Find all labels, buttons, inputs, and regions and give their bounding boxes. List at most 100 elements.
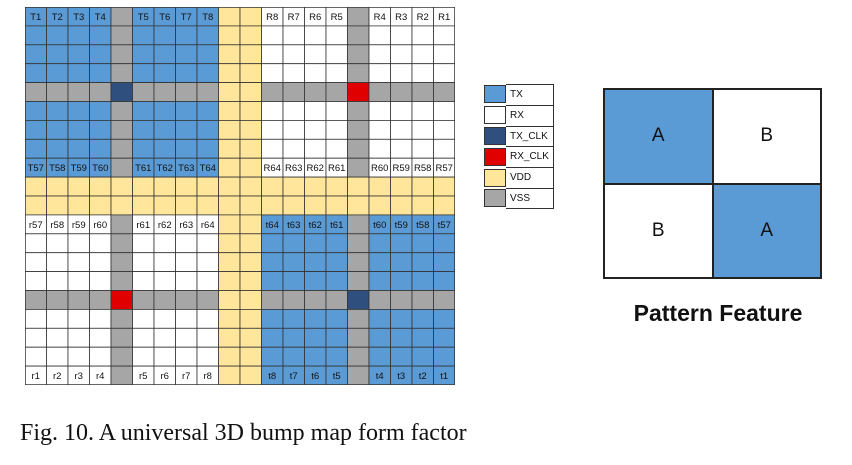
bump-label: r1 (32, 371, 40, 382)
bump-label: T7 (181, 12, 192, 23)
bump-cell-rx (325, 101, 348, 121)
bump-cell-rx (304, 138, 327, 159)
bump-cell-tx (304, 346, 327, 367)
bump-cell-vss (110, 327, 133, 348)
figure-caption: Fig. 10. A universal 3D bump map form fa… (20, 420, 467, 446)
bump-cell-rx (390, 25, 413, 46)
bump-cell-rx (433, 25, 455, 46)
bump-cell-vss (347, 63, 370, 84)
bump-cell-rx (261, 63, 284, 84)
bump-cell-vdd (411, 195, 434, 216)
bump-cell-rx (67, 252, 90, 272)
bump-label: T57 (28, 163, 44, 174)
bump-cell-vss (411, 290, 434, 310)
bump-cell-vdd (239, 271, 262, 291)
bump-cell-vss (433, 290, 455, 310)
bump-label: t64 (266, 220, 279, 231)
bump-cell-rx (196, 252, 219, 272)
bump-label: t8 (268, 371, 276, 382)
bump-cell-vss (390, 82, 413, 102)
bump-cell-vss (153, 290, 176, 310)
pattern-cell: A (604, 89, 713, 184)
bump-cell-vdd (218, 101, 241, 121)
bump-cell-tx (411, 271, 434, 291)
bump-cell-vdd (218, 63, 241, 84)
bump-cell-vss (347, 233, 370, 254)
legend-item-vss: VSS (484, 187, 553, 209)
bump-cell-rx (46, 271, 69, 291)
bump-label: t60 (373, 220, 386, 231)
bump-cell-vdd (89, 195, 112, 216)
bump-label: T60 (92, 163, 108, 174)
bump-cell-tx (261, 346, 284, 367)
bump-cell-vdd (218, 290, 241, 310)
bump-cell-tx (282, 252, 305, 272)
bump-cell-tx (304, 271, 327, 291)
bump-cell-vdd (218, 195, 241, 216)
bump-cell-vss (110, 271, 133, 291)
bump-cell-tx (196, 138, 219, 159)
bump-cell-rx (196, 346, 219, 367)
bump-cell-rx (89, 252, 112, 272)
bump-cell-tx (368, 327, 391, 348)
bump-cell-rx (368, 63, 391, 84)
bump-cell-tx (175, 138, 198, 159)
bump-label: t57 (438, 220, 451, 231)
bump-cell-rx (390, 63, 413, 84)
bump-cell-vss (347, 214, 370, 235)
bump-cell-vdd (282, 195, 305, 216)
bump-cell-rx (46, 233, 69, 254)
bump-cell-vdd (347, 195, 370, 216)
bump-cell-tx (304, 252, 327, 272)
bump-label: R59 (393, 163, 410, 174)
bump-cell-tx (196, 63, 219, 84)
bump-cell-vdd (218, 365, 241, 385)
bump-cell-tx (46, 138, 69, 159)
bump-cell-rx (282, 101, 305, 121)
bump-cell-vdd (218, 214, 241, 235)
bump-cell-vss (347, 271, 370, 291)
bump-cell-tx (132, 120, 155, 140)
bump-cell-vdd (196, 176, 219, 197)
bump-cell-tx (67, 63, 90, 84)
bump-cell-vdd (347, 176, 370, 197)
bump-cell-rx (196, 271, 219, 291)
bump-cell-vss (368, 290, 391, 310)
bump-cell-vdd (175, 195, 198, 216)
bump-cell-vss (110, 214, 133, 235)
bump-cell-vdd (239, 346, 262, 367)
bump-cell-vdd (368, 176, 391, 197)
bump-cell-rx (282, 120, 305, 140)
bump-cell-tx (89, 63, 112, 84)
bump-cell-rx (433, 138, 455, 159)
bump-cell-vss (304, 290, 327, 310)
bump-cell-vss (261, 290, 284, 310)
bump-cell-rx (433, 63, 455, 84)
bump-map-grid: T1 T2 T3 T4 T5 T6 T7 T8 R8 R7 R6 R5 R4 R3 R2 R1 T57 T58 T5… (25, 7, 455, 385)
bump-cell-tx (282, 327, 305, 348)
bump-label: R61 (328, 163, 345, 174)
bump-label: T5 (138, 12, 149, 23)
bump-label: r61 (136, 220, 150, 231)
bump-label: T4 (95, 12, 106, 23)
bump-label: R6 (309, 12, 321, 23)
bump-cell-tx (196, 25, 219, 46)
bump-cell-vdd (239, 233, 262, 254)
bump-cell-rx (390, 138, 413, 159)
bump-cell-rx (153, 271, 176, 291)
bump-cell-tx (261, 327, 284, 348)
bump-cell-rx (304, 101, 327, 121)
bump-cell-vss (110, 308, 133, 329)
bump-cell-rx (153, 308, 176, 329)
bump-cell-tx (261, 233, 284, 254)
bump-cell-vss (110, 252, 133, 272)
legend-item-rx-clk: RX_CLK (484, 146, 553, 167)
bump-cell-tx (390, 252, 413, 272)
legend-swatch (484, 85, 506, 104)
bump-cell-tx (132, 25, 155, 46)
bump-cell-vdd (239, 290, 262, 310)
bump-cell-tx (325, 252, 348, 272)
bump-cell-vdd (132, 176, 155, 197)
bump-cell-vss (110, 233, 133, 254)
bump-cell-rx (196, 308, 219, 329)
